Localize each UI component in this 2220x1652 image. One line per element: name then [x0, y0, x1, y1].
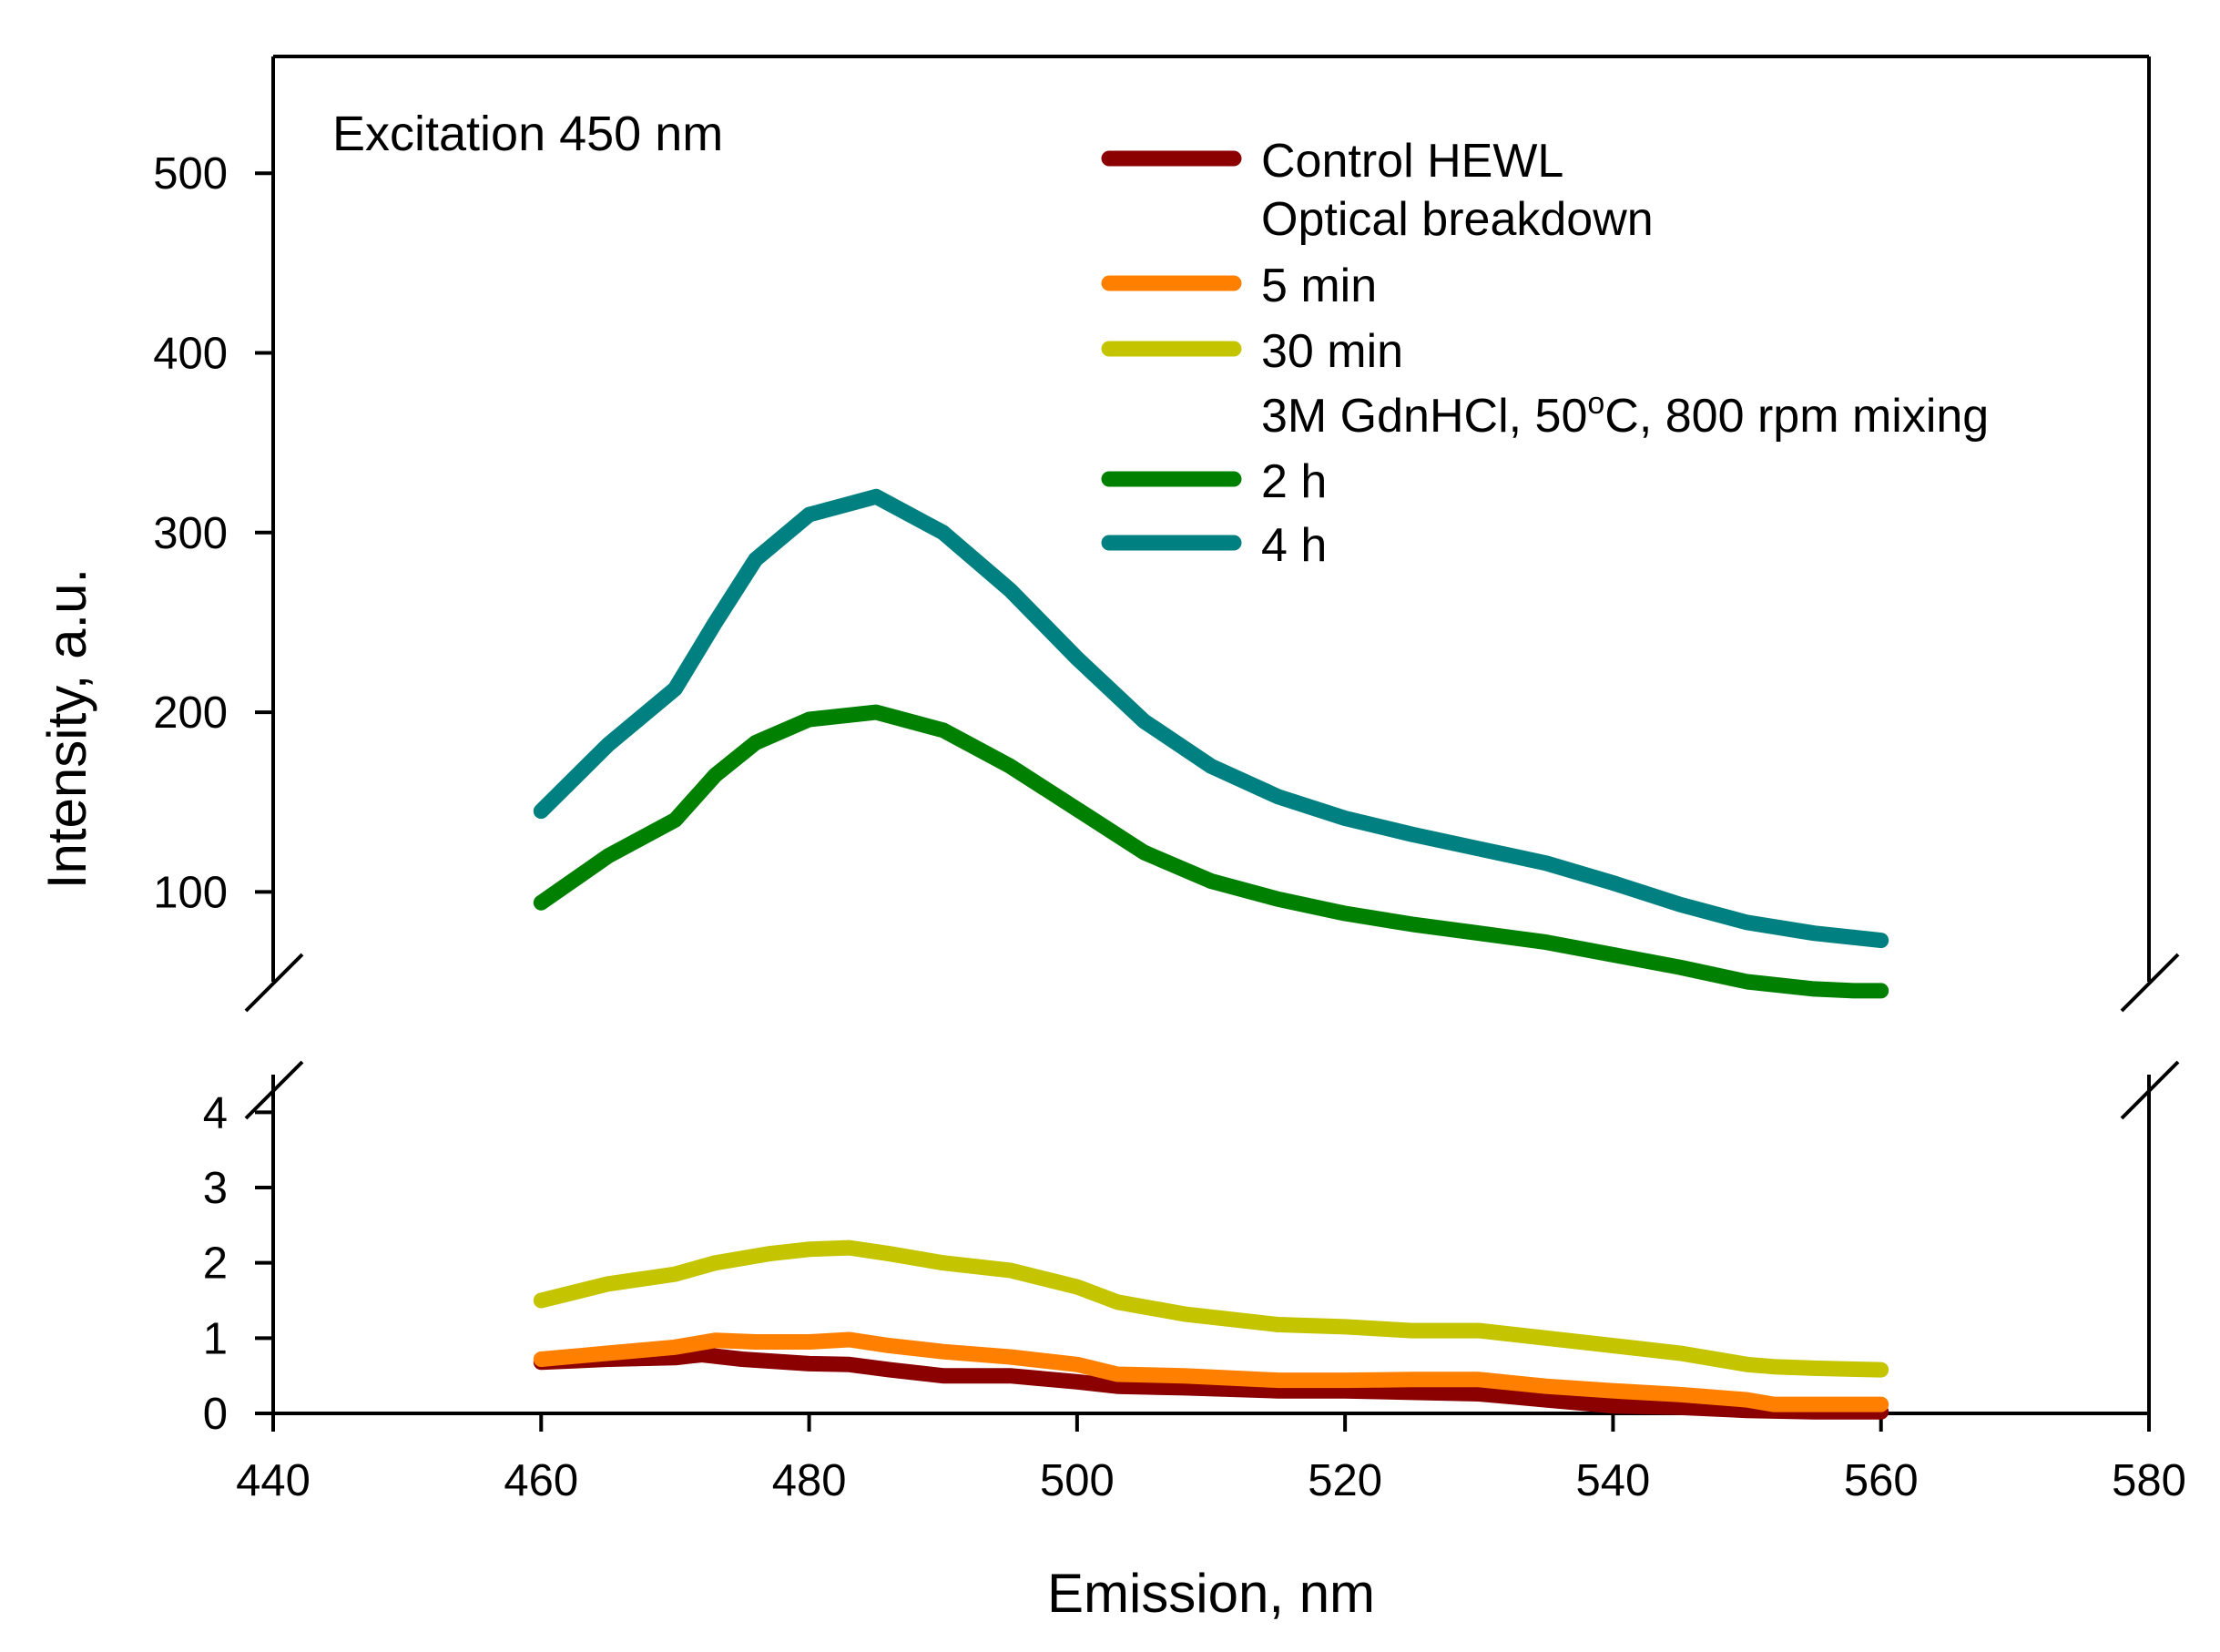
y-upper-tick-label: 100 [153, 868, 228, 917]
x-tick-label: 580 [2112, 1456, 2186, 1505]
legend-item: 4 h [1101, 519, 1327, 572]
x-axis-ticks: 440 460 480 500 520 540 560 580 [236, 1413, 2186, 1505]
y-lower-tick-label: 2 [203, 1239, 228, 1289]
legend-item: Control HEWL [1101, 135, 1563, 188]
y-lower-tick-label: 4 [203, 1088, 228, 1137]
excitation-annotation: Excitation 450 nm [332, 107, 723, 161]
series-line-2-h [533, 704, 1889, 999]
x-tick-label: 560 [1844, 1456, 1919, 1505]
legend-item: 30 min [1101, 325, 1403, 378]
axis-break-mark-left-top [244, 953, 304, 1013]
series-line-control-hewl [533, 1347, 1889, 1420]
y-lower-tick-label: 0 [203, 1390, 228, 1439]
y-lower-tick-label: 1 [203, 1314, 228, 1363]
legend-item: 3M GdnHCl, 50oC, 800 rpm mixing [1261, 386, 1989, 443]
series-line-30-min [533, 1239, 1889, 1378]
legend-label: Optical breakdown [1261, 193, 1654, 246]
x-tick-label: 440 [236, 1456, 311, 1505]
legend-label: 3M GdnHCl, 50oC, 800 rpm mixing [1261, 386, 1989, 443]
legend-item: 5 min [1101, 260, 1377, 312]
x-tick-label: 520 [1308, 1456, 1382, 1505]
legend-label: 2 h [1261, 455, 1327, 508]
legend-item: 2 h [1101, 455, 1327, 508]
y-lower-tick-label: 3 [203, 1164, 228, 1213]
x-tick-label: 540 [1576, 1456, 1651, 1505]
axis-break-mark-right-top [2120, 953, 2180, 1013]
x-tick-label: 460 [504, 1456, 578, 1505]
legend-item: Optical breakdown [1261, 193, 1654, 246]
y-upper-tick-label: 200 [153, 688, 228, 738]
y-axis-title: Intensity, a.u. [36, 568, 97, 889]
x-tick-label: 500 [1040, 1456, 1115, 1505]
legend-label: 5 min [1261, 260, 1377, 312]
y-upper-tick-label: 400 [153, 330, 228, 379]
legend-label: 4 h [1261, 519, 1327, 572]
y-axis-lower-ticks: 0 1 2 3 4 [203, 1088, 273, 1439]
axis-break-mark-left-bottom [244, 1060, 304, 1120]
y-axis-upper-ticks: 100 200 300 400 500 [153, 149, 273, 917]
plot-frame [244, 55, 2180, 1415]
y-upper-tick-label: 300 [153, 509, 228, 558]
data-series [533, 488, 1889, 1420]
x-axis-title: Emission, nm [1047, 1563, 1375, 1624]
x-tick-label: 480 [772, 1456, 847, 1505]
y-upper-tick-label: 500 [153, 149, 228, 199]
legend-label: 30 min [1261, 325, 1403, 378]
series-line-5-min [533, 1331, 1889, 1412]
legend-label: Control HEWL [1261, 135, 1563, 188]
axis-break-mark-right-bottom [2120, 1060, 2180, 1120]
series-line-4-h [533, 488, 1889, 949]
